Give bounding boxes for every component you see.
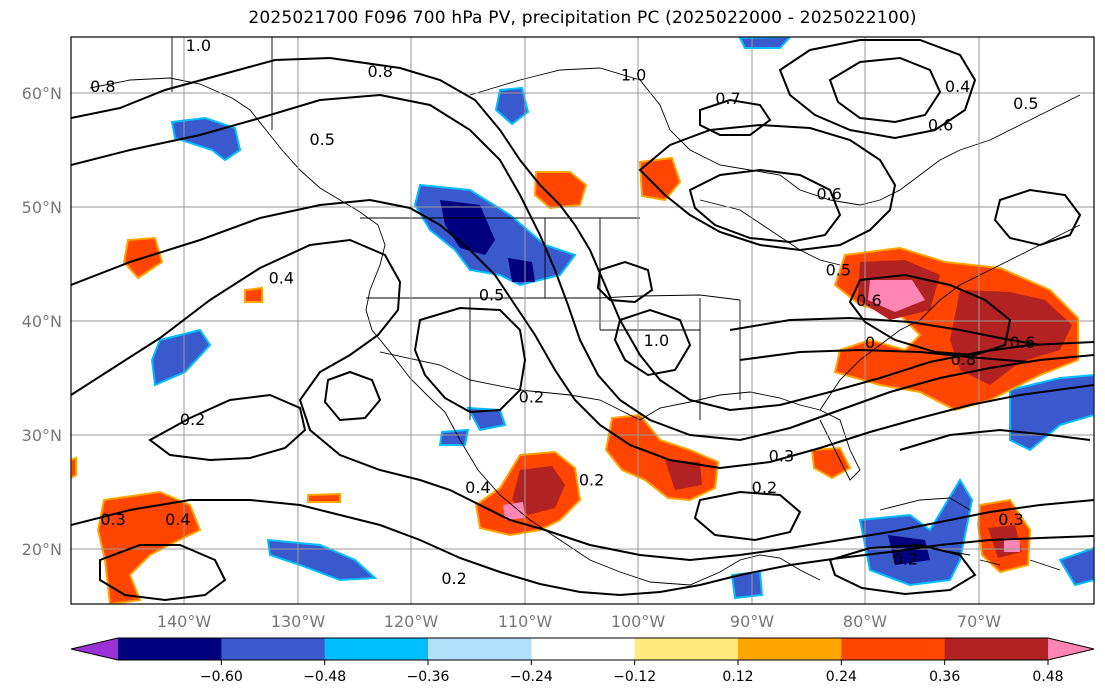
lon-label: 140°W [157,612,212,631]
lat-label: 40°N [22,312,62,331]
lon-label: 120°W [384,612,439,631]
longitude-labels: 140°W 130°W 120°W 110°W 100°W 90°W 80°W … [157,612,1001,631]
colorbar-outline [70,637,1095,661]
contour-label: 0.3 [100,510,125,529]
contour-label: 0.8 [367,62,392,81]
contour-label: 0.7 [715,89,740,108]
contour-label: 0.4 [465,478,490,497]
colorbar-segment [738,638,842,660]
latitude-labels: 60°N 50°N 40°N 30°N 20°N [22,84,62,559]
colorbar-arrow-max [1048,638,1094,660]
colorbar-tick-label: −0.36 [407,669,450,685]
contour-label: 0.5 [479,285,504,304]
contour-label: 0.6 [856,291,881,310]
colorbar-tick-label: 0.24 [826,669,857,685]
map-title: 2025021700 F096 700 hPa PV, precipitatio… [248,8,917,28]
precip-blob-negative [150,37,1094,600]
lat-label: 30°N [22,426,62,445]
contour-label: 1.0 [186,36,211,55]
colorbar: −0.60 −0.48 −0.36 −0.24 −0.12 0.12 0.24 0.36 0.4… [70,637,1095,685]
contour-label: 0.5 [1013,94,1038,113]
colorbar-segment [531,638,636,660]
contour-label: 0 [865,333,875,352]
colorbar-segment [324,638,429,660]
colorbar-tick-label: −0.24 [510,669,553,685]
colorbar-tick-label: 0.36 [929,669,960,685]
lon-label: 90°W [730,612,774,631]
map-frame [70,36,1095,605]
contour-label: 0.2 [579,470,604,489]
contour-label: 0.6 [1010,333,1035,352]
contour-label: 0.8 [90,77,115,96]
contour-label: 0.2 [893,550,918,569]
colorbar-segment [944,638,1049,660]
contour-label: 0.6 [816,185,841,204]
colorbar-segment [428,638,532,660]
contour-label: 0.8 [951,350,976,369]
gridlines [71,37,1094,604]
lon-label: 110°W [498,612,553,631]
lon-label: 100°W [611,612,666,631]
lat-label: 20°N [22,540,62,559]
contour-label: 0.2 [441,569,466,588]
contour-label: 1.0 [621,65,646,84]
lon-label: 130°W [271,612,326,631]
contour-label: 0.5 [309,130,334,149]
colorbar-segment [118,638,222,660]
contour-label: 0.2 [519,388,544,407]
colorbar-tick-label: −0.12 [613,669,656,685]
colorbar-segment [634,638,739,660]
contour-label: 0.6 [928,115,953,134]
contour-labels: 1.0 0.8 0.8 0.5 1.0 0.4 0.5 0.6 0.7 0.6 0.5 0.4 0.5 1… [90,36,1038,588]
lon-label: 80°W [843,612,887,631]
colorbar-tick-label: 0.12 [722,669,753,685]
contour-label: 0.5 [826,261,851,280]
colorbar-tick-label: −0.48 [303,669,346,685]
colorbar-segment [841,638,946,660]
colorbar-tick-label: −0.60 [200,669,243,685]
contour-label: 0.4 [945,77,970,96]
lon-label: 70°W [957,612,1001,631]
colorbar-tick-label: 0.48 [1032,669,1063,685]
contour-label: 0.4 [269,268,294,287]
pv-contours [71,39,1094,602]
contour-label: 0.3 [998,510,1023,529]
lat-label: 50°N [22,198,62,217]
colorbar-segment [221,638,326,660]
contour-label: 0.2 [180,410,205,429]
lat-label: 60°N [22,84,62,103]
contour-label: 1.0 [644,331,669,350]
contour-label: 0.4 [165,510,190,529]
colorbar-arrow-min [71,638,118,660]
contour-label: 0.3 [769,446,794,465]
contour-label: 0.2 [752,478,777,497]
